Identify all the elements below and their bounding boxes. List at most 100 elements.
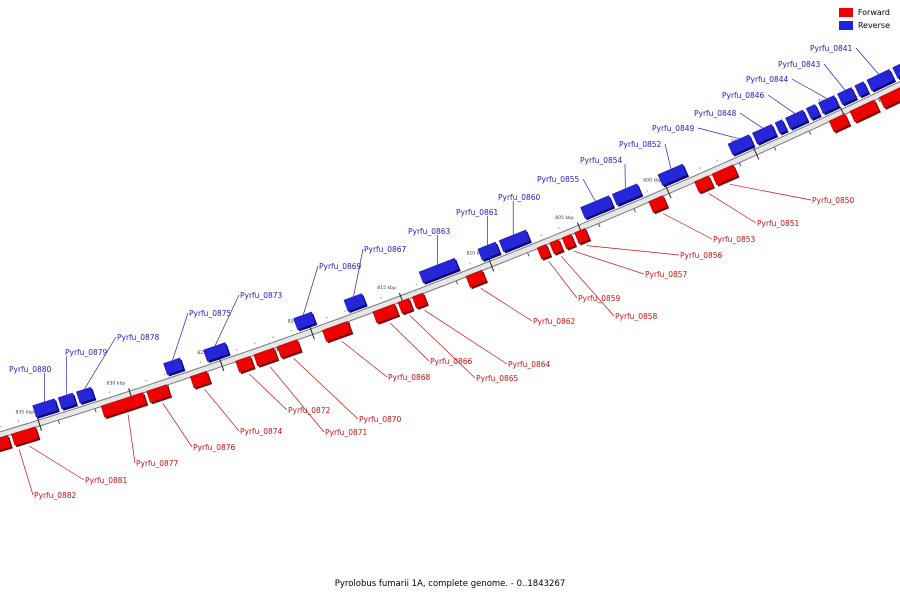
- gene-label[interactable]: Pyrfu_0850: [812, 196, 855, 205]
- gene-Pyrfu_0850[interactable]: [711, 164, 740, 187]
- gene-Pyrfu_0854[interactable]: [611, 183, 644, 207]
- gene-label[interactable]: Pyrfu_0851: [757, 219, 800, 228]
- gene-Pyrfu_0849[interactable]: [727, 134, 756, 157]
- gene-label[interactable]: Pyrfu_0859: [578, 294, 621, 303]
- gene-Pyrfu_0846[interactable]: [785, 109, 810, 131]
- gene-label[interactable]: Pyrfu_0865: [476, 374, 519, 383]
- legend-label-reverse: Reverse: [857, 21, 890, 30]
- gene-label[interactable]: Pyrfu_0853: [713, 235, 756, 244]
- gene-label[interactable]: Pyrfu_0871: [325, 428, 368, 437]
- gene-Pyrfu_0867[interactable]: [343, 293, 368, 314]
- gene-Pyrfu_0874[interactable]: [189, 370, 213, 390]
- gene-Pyrfu_0868[interactable]: [322, 320, 354, 344]
- minor-dot: [199, 361, 202, 364]
- gene-label[interactable]: Pyrfu_0867: [364, 245, 407, 254]
- gene-Pyrfu_0865[interactable]: [397, 298, 415, 316]
- gene-Pyrfu_0855[interactable]: [580, 195, 616, 221]
- minor-dot: [17, 420, 20, 422]
- gene-Pyrfu_0877[interactable]: [100, 392, 149, 420]
- gene-unlabeled[interactable]: [879, 85, 900, 110]
- gene-label[interactable]: Pyrfu_0869: [319, 262, 362, 271]
- gene-unlabeled[interactable]: [805, 104, 822, 121]
- gene-Pyrfu_0861[interactable]: [477, 241, 502, 262]
- gene-label[interactable]: Pyrfu_0873: [240, 291, 283, 300]
- gene-label[interactable]: Pyrfu_0876: [193, 443, 236, 452]
- gene-Pyrfu_0860[interactable]: [498, 229, 532, 254]
- gene-Pyrfu_0844[interactable]: [818, 95, 841, 116]
- gene-Pyrfu_0882[interactable]: [0, 434, 13, 454]
- gene-label[interactable]: Pyrfu_0852: [619, 140, 662, 149]
- minor-dot: [236, 349, 238, 351]
- label-leader: [697, 127, 740, 140]
- gene-label[interactable]: Pyrfu_0846: [722, 91, 765, 100]
- ruler-label: 835 kbp: [15, 410, 34, 416]
- gene-label[interactable]: Pyrfu_0882: [34, 491, 77, 500]
- gene-Pyrfu_0871[interactable]: [253, 347, 280, 368]
- gene-label[interactable]: Pyrfu_0870: [359, 415, 402, 424]
- gene-Pyrfu_0841[interactable]: [866, 69, 897, 93]
- gene-Pyrfu_0875[interactable]: [163, 357, 186, 377]
- gene-Pyrfu_0859[interactable]: [536, 244, 553, 261]
- gene-Pyrfu_0869[interactable]: [293, 311, 318, 332]
- gene-label[interactable]: Pyrfu_0843: [778, 60, 821, 69]
- gene-Pyrfu_0878[interactable]: [76, 386, 97, 405]
- legend-label-forward: Forward: [857, 8, 890, 17]
- gene-label[interactable]: Pyrfu_0849: [652, 124, 695, 133]
- gene-label[interactable]: Pyrfu_0855: [537, 175, 580, 184]
- gene-Pyrfu_0843[interactable]: [837, 87, 859, 107]
- label-leader: [708, 193, 757, 224]
- gene-Pyrfu_0864[interactable]: [411, 292, 429, 310]
- gene-label[interactable]: Pyrfu_0862: [533, 317, 576, 326]
- gene-unlabeled[interactable]: [892, 63, 900, 81]
- gene-label[interactable]: Pyrfu_0872: [288, 406, 331, 415]
- gene-Pyrfu_0879[interactable]: [57, 392, 78, 411]
- label-leader: [573, 250, 645, 275]
- gene-Pyrfu_0862[interactable]: [465, 269, 488, 290]
- gene-Pyrfu_0857[interactable]: [561, 233, 578, 251]
- gene-Pyrfu_0848[interactable]: [752, 124, 779, 146]
- gene-label[interactable]: Pyrfu_0866: [430, 357, 473, 366]
- gene-labels: Pyrfu_0841 Pyrfu_0843 Pyrfu_0844 Pyrfu_0846…: [9, 44, 879, 500]
- gene-label[interactable]: Pyrfu_0875: [189, 309, 232, 318]
- gene-Pyrfu_0852[interactable]: [657, 163, 689, 188]
- gene-Pyrfu_0866[interactable]: [372, 303, 401, 325]
- gene-label[interactable]: Pyrfu_0868: [388, 373, 431, 382]
- gene-Pyrfu_0870[interactable]: [276, 339, 303, 360]
- gene-label[interactable]: Pyrfu_0857: [645, 270, 688, 279]
- gene-label[interactable]: Pyrfu_0877: [136, 459, 179, 468]
- gene-label[interactable]: Pyrfu_0848: [694, 109, 737, 118]
- gene-Pyrfu_0876[interactable]: [146, 384, 173, 405]
- gene-Pyrfu_0881[interactable]: [11, 426, 41, 448]
- gene-unlabeled[interactable]: [774, 119, 789, 136]
- gene-Pyrfu_0863[interactable]: [418, 257, 461, 285]
- label-leader: [353, 248, 364, 297]
- gene-Pyrfu_0873[interactable]: [203, 342, 231, 364]
- gene-label[interactable]: Pyrfu_0860: [498, 193, 541, 202]
- gene-label[interactable]: Pyrfu_0878: [117, 333, 160, 342]
- minor-dot: [699, 167, 701, 169]
- label-leader: [560, 255, 615, 317]
- gene-label[interactable]: Pyrfu_0841: [810, 44, 853, 53]
- gene-unlabeled[interactable]: [828, 113, 852, 134]
- gene-Pyrfu_0853[interactable]: [648, 195, 670, 215]
- gene-unlabeled[interactable]: [849, 99, 881, 124]
- gene-Pyrfu_0858[interactable]: [549, 239, 565, 256]
- gene-label[interactable]: Pyrfu_0858: [615, 312, 658, 321]
- gene-label[interactable]: Pyrfu_0881: [85, 476, 128, 485]
- gene-unlabeled[interactable]: [854, 81, 871, 99]
- gene-label[interactable]: Pyrfu_0863: [408, 227, 451, 236]
- gene-Pyrfu_0880[interactable]: [32, 398, 60, 419]
- gene-label[interactable]: Pyrfu_0864: [508, 360, 551, 369]
- gene-Pyrfu_0856[interactable]: [574, 228, 592, 246]
- gene-Pyrfu_0851[interactable]: [694, 175, 715, 195]
- gene-label[interactable]: Pyrfu_0844: [746, 75, 789, 84]
- gene-label[interactable]: Pyrfu_0861: [456, 208, 499, 217]
- gene-label[interactable]: Pyrfu_0874: [240, 427, 283, 436]
- gene-label[interactable]: Pyrfu_0856: [680, 251, 723, 260]
- gene-label[interactable]: Pyrfu_0854: [580, 156, 623, 165]
- gene-Pyrfu_0872[interactable]: [235, 355, 256, 375]
- gene-label[interactable]: Pyrfu_0879: [65, 348, 108, 357]
- gene-label[interactable]: Pyrfu_0880: [9, 365, 52, 374]
